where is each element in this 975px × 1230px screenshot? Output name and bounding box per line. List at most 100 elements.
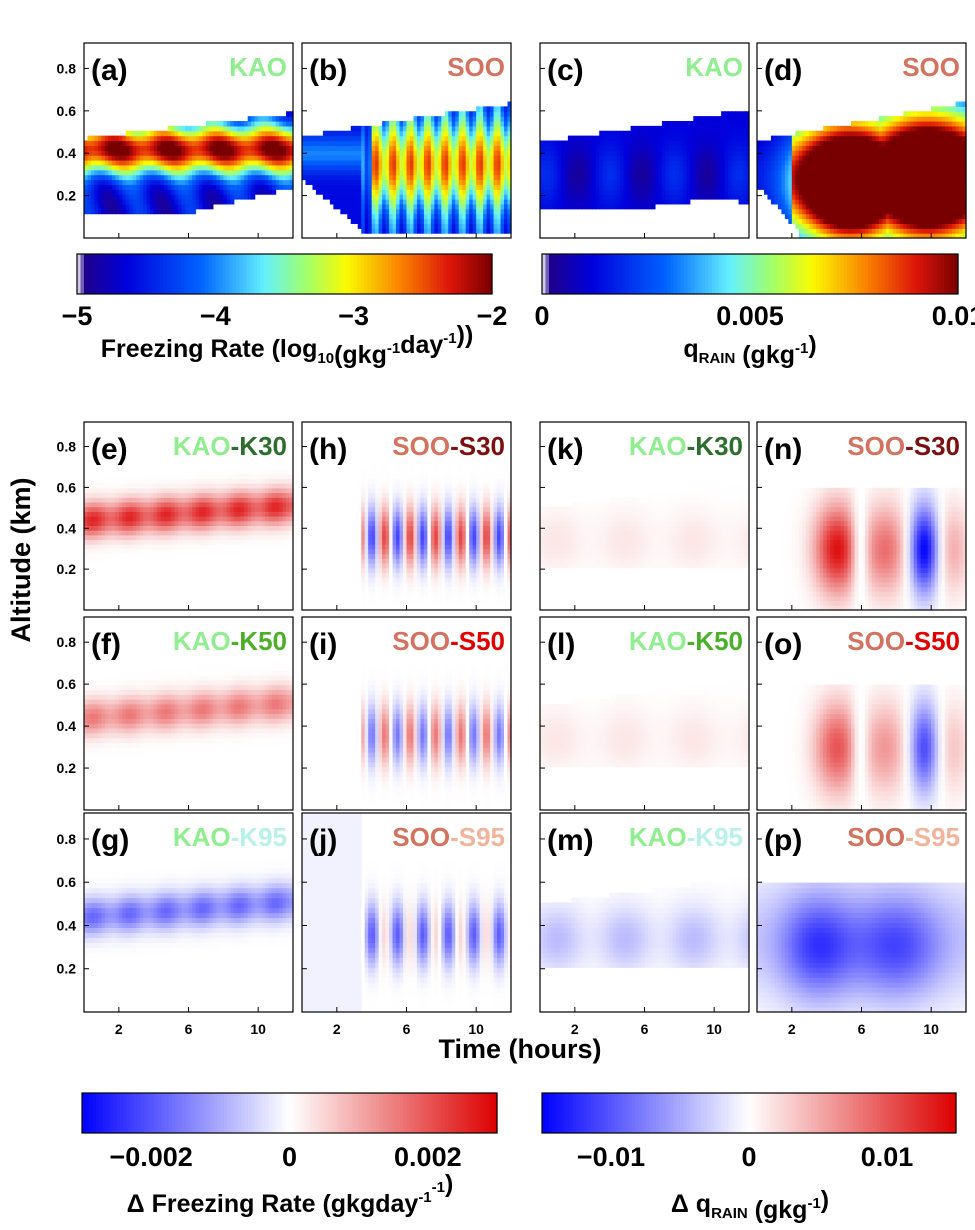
heatmap-cell [493, 140, 498, 146]
heatmap-cell [854, 169, 859, 176]
heatmap-cell [679, 135, 684, 142]
heatmap-cell [479, 223, 484, 229]
heatmap-cell [174, 135, 179, 142]
heatmap-cell [413, 189, 418, 195]
heatmap-cell [955, 213, 960, 220]
heatmap-cell [354, 179, 359, 185]
heatmap-cell [167, 169, 172, 176]
heatmap-cell [226, 160, 231, 166]
heatmap-cell [385, 218, 390, 224]
heatmap-cell [244, 189, 249, 195]
heatmap-cell [885, 130, 890, 137]
heatmap-cell [136, 174, 141, 181]
heatmap-cell [917, 130, 922, 137]
heatmap-cell [924, 140, 929, 146]
heatmap-cell [945, 189, 950, 195]
heatmap-cell [623, 184, 628, 190]
heatmap-cell [641, 135, 646, 142]
heatmap-cell [945, 218, 950, 224]
heatmap-cell [805, 223, 810, 229]
heatmap-cell [122, 174, 127, 181]
heatmap-cell [451, 160, 456, 166]
heatmap-cell [962, 145, 967, 151]
heatmap-cell [87, 534, 92, 541]
heatmap-cell [361, 179, 366, 185]
heatmap-cell [347, 160, 352, 166]
heatmap-cell [191, 130, 197, 137]
heatmap-cell [205, 135, 210, 142]
heatmap-cell [382, 189, 387, 195]
heatmap-cell [847, 189, 852, 195]
heatmap-cell [490, 169, 495, 176]
heatmap-cell [329, 199, 334, 205]
heatmap-cell [336, 203, 341, 210]
heatmap-cell [357, 208, 362, 215]
heatmap-cell [205, 140, 210, 146]
heatmap-cell [616, 130, 621, 137]
heatmap-cell [125, 135, 130, 142]
heatmap-cell [567, 174, 572, 181]
heatmap-cell [952, 233, 957, 239]
heatmap-cell [581, 164, 586, 171]
heatmap-cell [906, 189, 911, 195]
heatmap-cell [864, 145, 870, 151]
heatmap-cell [129, 194, 134, 200]
heatmap-cell [319, 174, 324, 181]
heatmap-cell [731, 140, 736, 146]
heatmap-cell [927, 130, 932, 137]
heatmap-cell [354, 135, 359, 142]
heatmap-cell [111, 534, 116, 541]
heatmap-cell [637, 155, 642, 161]
heatmap-cell [781, 189, 786, 195]
heatmap-cell [693, 169, 698, 176]
heatmap-cell [644, 174, 649, 181]
heatmap-cell [738, 179, 743, 185]
heatmap-cell [497, 174, 502, 181]
heatmap-cell [396, 140, 401, 146]
heatmap-cell [233, 160, 238, 166]
heatmap-cell [647, 130, 653, 137]
heatmap-cell [115, 534, 120, 541]
heatmap-cell [160, 179, 165, 185]
heatmap-cell [122, 135, 127, 142]
heatmap-cell [788, 160, 793, 166]
heatmap-cell [385, 199, 390, 205]
heatmap-cell [465, 218, 470, 224]
heatmap-cell [101, 534, 106, 541]
heatmap-cell [931, 155, 936, 161]
heatmap-cell [423, 213, 428, 220]
heatmap-cell [97, 530, 103, 536]
heatmap-cell [851, 179, 856, 185]
heatmap-cell [403, 179, 408, 185]
heatmap-cell [917, 174, 922, 181]
heatmap-cell [798, 223, 803, 229]
heatmap-cell [735, 140, 740, 146]
heatmap-cell [322, 194, 327, 200]
heatmap-cell [777, 174, 782, 181]
heatmap-cell [781, 179, 786, 185]
heatmap-cell [319, 184, 324, 190]
heatmap-cell [952, 155, 957, 161]
heatmap-cell [717, 150, 722, 156]
heatmap-cell [427, 140, 432, 146]
heatmap-cell [682, 189, 687, 195]
heatmap-cell [945, 130, 950, 137]
heatmap-cell [507, 189, 512, 195]
heatmap-cell [101, 530, 106, 536]
heatmap-cell [497, 160, 502, 166]
heatmap-cell [934, 145, 939, 151]
heatmap-cell [157, 203, 162, 210]
heatmap-cell [627, 140, 632, 146]
heatmap-cell [409, 174, 415, 181]
heatmap-cell [945, 179, 950, 185]
heatmap-cell [735, 111, 740, 117]
heatmap-cell [357, 130, 362, 137]
heatmap-cell [945, 208, 950, 215]
heatmap-cell [125, 145, 130, 151]
heatmap-cell [658, 125, 663, 132]
heatmap-cell [889, 155, 894, 161]
heatmap-cell [434, 140, 439, 146]
heatmap-cell [560, 160, 565, 166]
heatmap-cell [952, 228, 957, 234]
heatmap-cell [672, 164, 677, 171]
